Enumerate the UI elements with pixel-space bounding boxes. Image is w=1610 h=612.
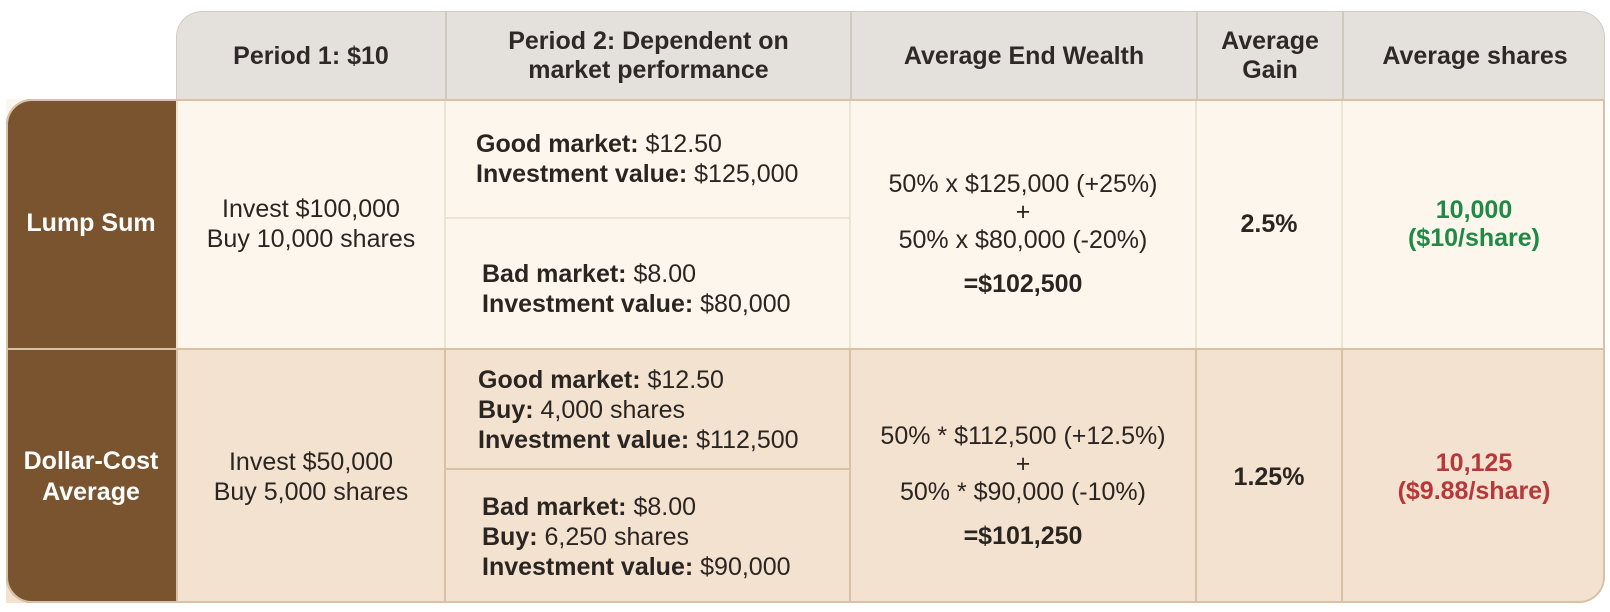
dca-shares-price: ($9.88/share)	[1397, 476, 1551, 505]
dca-period-1-cell: Invest $50,000 Buy 5,000 shares	[176, 350, 444, 603]
dca-good-value: $112,500	[696, 426, 799, 454]
dca-buy-text: Buy 5,000 shares	[213, 477, 409, 506]
dca-wealth-total: =$101,250	[963, 521, 1083, 550]
dca-bad-buy: 6,250 shares	[544, 522, 690, 551]
lump-invest-text: Invest $100,000	[222, 194, 400, 223]
lump-bad-label: Bad market:	[482, 259, 627, 288]
lump-good-label: Good market:	[476, 130, 639, 158]
dca-wealth-line-1: 50% * $112,500 (+12.5%)	[880, 421, 1166, 450]
header-period-1: Period 1: $10	[177, 12, 445, 99]
row-label-lump-sum: Lump Sum	[6, 99, 176, 348]
header-gain-text: Average Gain	[1221, 27, 1319, 84]
dca-gain-cell: 1.25%	[1195, 350, 1341, 603]
dca-wealth-line-2: 50% * $90,000 (-10%)	[900, 477, 1146, 506]
lump-good-market: Good market: $12.50 Investment value: $1…	[446, 99, 849, 219]
table-header: Period 1: $10 Period 2: Dependent on mar…	[176, 11, 1605, 99]
lump-gain-cell: 2.5%	[1195, 99, 1341, 348]
dca-wealth-plus: +	[1015, 449, 1031, 478]
dca-gain-value: 1.25%	[1233, 462, 1305, 491]
header-end-wealth: Average End Wealth	[850, 12, 1196, 99]
dca-bad-buy-label: Buy:	[482, 522, 538, 551]
lump-wealth-total: =$102,500	[963, 269, 1083, 298]
lump-period-2-cell: Good market: $12.50 Investment value: $1…	[444, 99, 849, 348]
dca-bad-label: Bad market:	[482, 492, 627, 521]
header-end-wealth-text: Average End Wealth	[903, 41, 1145, 70]
dca-bad-value: $90,000	[700, 552, 791, 581]
lump-buy-text: Buy 10,000 shares	[206, 224, 416, 253]
lump-good-value: $125,000	[694, 160, 799, 188]
lump-period-1-cell: Invest $100,000 Buy 10,000 shares	[176, 99, 444, 348]
lump-shares-count: 10,000	[1435, 195, 1513, 224]
header-period-1-text: Period 1: $10	[233, 41, 389, 70]
dca-good-label: Good market:	[478, 366, 641, 394]
lump-wealth-line-1: 50% x $125,000 (+25%)	[888, 169, 1158, 198]
dca-good-buy-label: Buy:	[478, 396, 534, 424]
row-label-dca-line-1: Dollar-Cost	[23, 446, 159, 475]
dca-bad-value-label: Investment value:	[482, 552, 694, 581]
header-shares: Average shares	[1342, 12, 1604, 99]
dca-good-value-label: Investment value:	[478, 426, 690, 454]
lump-bad-value-label: Investment value:	[482, 289, 694, 318]
row-label-dca: Dollar-Cost Average	[6, 350, 176, 603]
dca-good-buy: 4,000 shares	[540, 396, 686, 424]
dca-bad-market: Bad market: $8.00 Buy: 6,250 shares Inve…	[446, 468, 849, 603]
dca-shares-cell: 10,125 ($9.88/share)	[1341, 350, 1605, 603]
dca-good-price: $12.50	[647, 366, 724, 394]
row-label-lump-sum-text: Lump Sum	[26, 209, 156, 237]
table-row-lump-sum: Lump Sum Invest $100,000 Buy 10,000 shar…	[6, 99, 1605, 348]
dca-period-2-cell: Good market: $12.50 Buy: 4,000 shares In…	[444, 350, 849, 603]
header-gain: Average Gain	[1196, 12, 1342, 99]
header-shares-text: Average shares	[1382, 41, 1568, 70]
lump-bad-price: $8.00	[633, 259, 697, 288]
dca-good-market: Good market: $12.50 Buy: 4,000 shares In…	[446, 350, 849, 470]
lump-shares-cell: 10,000 ($10/share)	[1341, 99, 1605, 348]
dca-end-wealth-cell: 50% * $112,500 (+12.5%) + 50% * $90,000 …	[849, 350, 1195, 603]
header-period-2-text: Period 2: Dependent on market performanc…	[508, 27, 789, 84]
header-period-2: Period 2: Dependent on market performanc…	[445, 12, 850, 99]
table-row-dollar-cost-average: Dollar-Cost Average Invest $50,000 Buy 5…	[6, 348, 1605, 603]
lump-end-wealth-cell: 50% x $125,000 (+25%) + 50% x $80,000 (-…	[849, 99, 1195, 348]
lump-wealth-plus: +	[1015, 197, 1031, 226]
dca-invest-text: Invest $50,000	[228, 447, 393, 476]
dca-bad-price: $8.00	[633, 492, 697, 521]
lump-gain-value: 2.5%	[1240, 209, 1298, 238]
lump-wealth-line-2: 50% x $80,000 (-20%)	[898, 225, 1148, 254]
lump-good-price: $12.50	[645, 130, 722, 158]
lump-shares-price: ($10/share)	[1407, 223, 1541, 252]
lump-good-value-label: Investment value:	[476, 160, 688, 188]
row-label-dca-line-2: Average	[42, 477, 140, 506]
dca-shares-count: 10,125	[1435, 448, 1513, 477]
lump-bad-value: $80,000	[700, 289, 791, 318]
lump-bad-market: Bad market: $8.00 Investment value: $80,…	[446, 217, 849, 348]
